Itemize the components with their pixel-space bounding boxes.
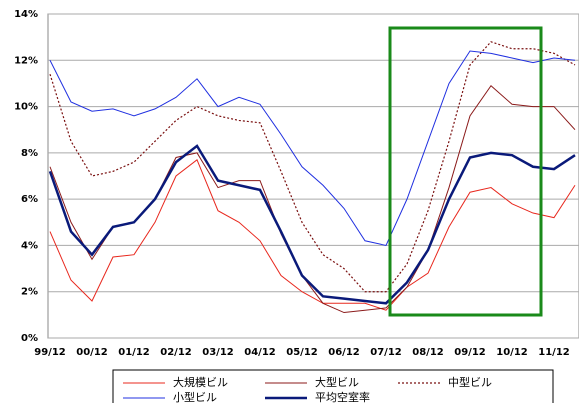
series-line xyxy=(49,41,576,293)
lines xyxy=(48,41,576,314)
legend xyxy=(112,369,554,403)
y-tick-label: 6% xyxy=(21,194,38,205)
x-tick-label: 08/12 xyxy=(412,347,444,358)
series-line xyxy=(49,159,576,311)
x-tick-label: 99/12 xyxy=(34,347,66,358)
x-tick-label: 11/12 xyxy=(538,347,570,358)
y-tick-label: 2% xyxy=(21,287,38,298)
x-tick-label: 09/12 xyxy=(454,347,486,358)
y-tick-label: 14% xyxy=(14,9,38,20)
y-tick-label: 8% xyxy=(21,148,38,159)
x-tick-label: 00/12 xyxy=(76,347,108,358)
x-tick-label: 04/12 xyxy=(244,347,276,358)
x-tick-label: 02/12 xyxy=(160,347,192,358)
plot-area xyxy=(47,13,579,339)
legend-label: 小型ビル xyxy=(173,390,217,403)
x-tick-label: 01/12 xyxy=(118,347,150,358)
x-tick-label: 03/12 xyxy=(202,347,234,358)
y-tick-label: 4% xyxy=(21,240,38,251)
x-tick-label: 06/12 xyxy=(328,347,360,358)
series-line xyxy=(48,144,576,305)
series-line xyxy=(49,50,576,247)
y-tick-label: 12% xyxy=(14,55,38,66)
legend-label: 大型ビル xyxy=(315,375,359,389)
highlight-box xyxy=(388,26,543,317)
legend-label: 平均空室率 xyxy=(315,390,370,403)
y-tick-label: 0% xyxy=(21,333,38,344)
y-tick-label: 10% xyxy=(14,102,38,113)
x-tick-label: 07/12 xyxy=(370,347,402,358)
grid xyxy=(48,13,579,339)
legend-label: 大規模ビル xyxy=(173,375,228,389)
x-tick-label: 10/12 xyxy=(496,347,528,358)
x-tick-label: 05/12 xyxy=(286,347,318,358)
legend-label: 中型ビル xyxy=(448,375,492,389)
